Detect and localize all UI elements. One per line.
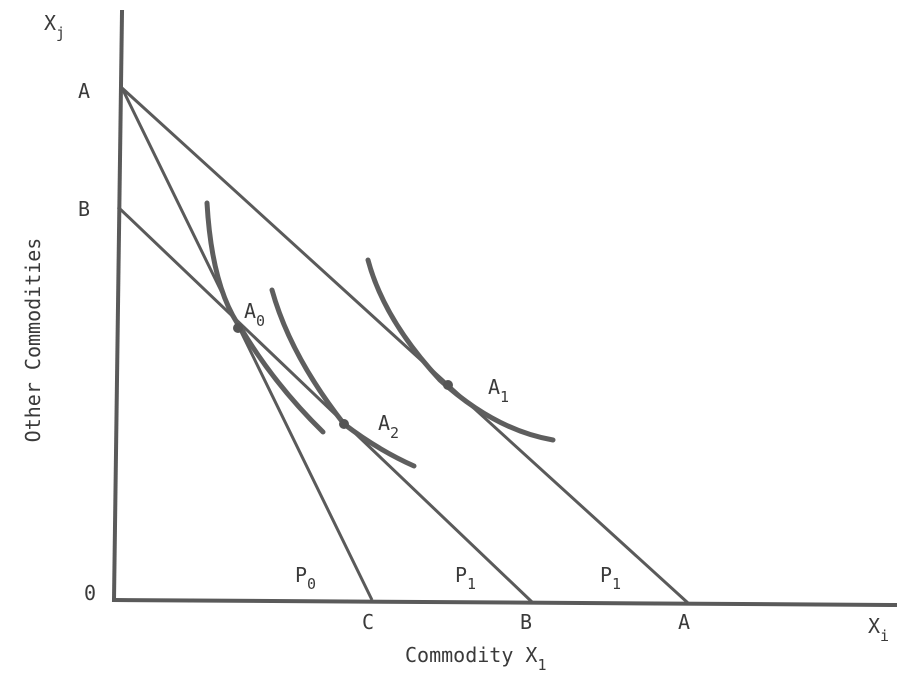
point-a2-marker bbox=[339, 419, 349, 429]
x-intercept-label-c: C bbox=[362, 610, 374, 634]
y-intercept-label-a: A bbox=[78, 79, 90, 103]
price-label-p1-outer: P1 bbox=[600, 563, 621, 593]
x-axis-title: Commodity X1 bbox=[405, 643, 546, 674]
x-intercept-label-a: A bbox=[678, 610, 690, 634]
point-a1-marker bbox=[443, 380, 453, 390]
y-intercept-label-b: B bbox=[78, 197, 90, 221]
price-label-p1-inner: P1 bbox=[455, 563, 476, 593]
x-axis-symbol: Xi bbox=[868, 614, 889, 645]
y-axis bbox=[111, 9, 125, 603]
point-label-a1: A1 bbox=[488, 375, 509, 406]
origin-label: 0 bbox=[84, 581, 96, 605]
point-label-a2: A2 bbox=[378, 411, 399, 442]
y-axis-title: Other Commodities bbox=[21, 238, 45, 443]
indifference-curve-a1 bbox=[365, 257, 556, 443]
y-axis-symbol: Xj bbox=[44, 11, 65, 42]
budget-line-a-to-a bbox=[120, 86, 690, 605]
x-intercept-label-b: B bbox=[520, 610, 532, 634]
x-axis bbox=[111, 597, 898, 608]
budget-line-a-to-c bbox=[120, 87, 374, 601]
point-label-a0: A0 bbox=[244, 299, 265, 330]
budget-line-b-to-b bbox=[116, 205, 534, 604]
indifference-curve-a2 bbox=[269, 287, 417, 469]
price-label-p0: P0 bbox=[295, 563, 316, 593]
point-a0-marker bbox=[233, 323, 243, 333]
